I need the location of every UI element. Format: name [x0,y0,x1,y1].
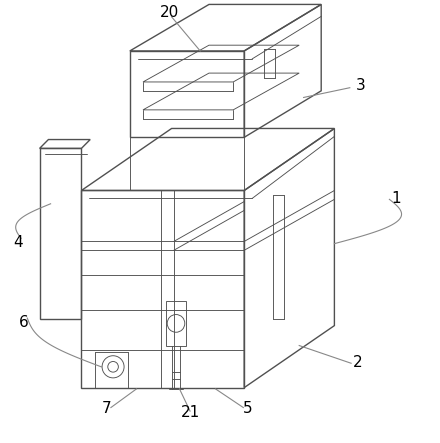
Text: 3: 3 [356,78,366,93]
Text: 7: 7 [102,401,112,416]
Text: 21: 21 [180,405,200,420]
Text: 20: 20 [160,5,179,20]
Text: 6: 6 [19,315,29,330]
Text: 5: 5 [242,401,252,416]
Text: 4: 4 [13,235,22,250]
Text: 2: 2 [352,355,362,370]
Text: 1: 1 [391,191,401,206]
